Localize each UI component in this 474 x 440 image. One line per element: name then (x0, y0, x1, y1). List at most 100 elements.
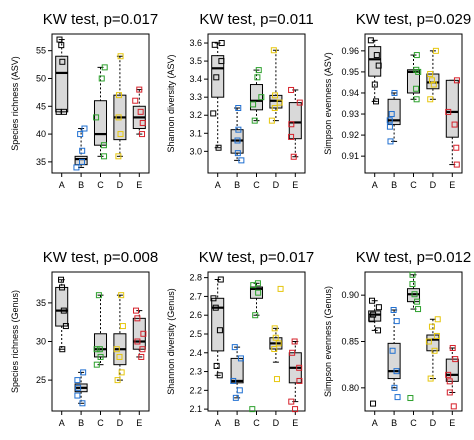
data-point (80, 369, 87, 376)
data-point (249, 406, 256, 413)
data-point (116, 353, 123, 360)
data-point (453, 144, 460, 151)
y-tick-label: 3.3 (189, 92, 202, 102)
box-B (387, 92, 401, 142)
data-point (218, 40, 225, 47)
data-point (375, 304, 382, 311)
data-point (296, 364, 303, 371)
data-point (413, 85, 420, 92)
box-E (288, 89, 302, 158)
data-point (449, 344, 456, 351)
data-point (387, 138, 394, 145)
data-point (96, 346, 103, 353)
data-point (445, 108, 452, 115)
data-point (427, 96, 434, 103)
x-tick-label: D (273, 180, 280, 190)
y-tick-label: 2.7 (189, 291, 202, 301)
box-iqr (387, 342, 401, 380)
data-point (238, 157, 245, 164)
y-tick-label: 2.6 (189, 310, 202, 320)
data-point (139, 131, 146, 138)
data-point (132, 97, 139, 104)
data-point (115, 153, 122, 160)
data-point (393, 368, 400, 375)
box-B (387, 309, 401, 389)
data-point (394, 394, 401, 401)
x-tick-label: D (273, 418, 280, 428)
x-tick-label: E (449, 418, 455, 428)
data-point (210, 295, 217, 302)
chart-title: KW test, p=0.017 (199, 249, 314, 266)
x-tick-label: D (117, 180, 124, 190)
y-axis-label: Simpson evenness (ASV) (323, 52, 333, 155)
box-iqr (211, 297, 225, 352)
data-point (237, 355, 244, 362)
data-point (93, 114, 100, 121)
data-point (74, 392, 81, 399)
data-point (432, 47, 439, 54)
x-tick-label: B (78, 418, 84, 428)
data-point (445, 371, 452, 378)
data-point (137, 108, 144, 115)
y-tick-label: 3.0 (189, 146, 202, 156)
data-point (211, 41, 218, 48)
box-B (230, 107, 244, 161)
data-point (212, 304, 219, 311)
data-point (79, 147, 86, 154)
x-tick-label: C (253, 180, 260, 190)
y-tick-label: 2.8 (189, 273, 202, 283)
x-tick-label: A (215, 180, 221, 190)
data-point (114, 377, 121, 384)
data-point (407, 395, 414, 402)
data-point (375, 327, 382, 334)
y-axis-label: Shannon diversity (ASV) (166, 54, 176, 152)
data-point (75, 384, 82, 391)
data-point (98, 75, 105, 82)
x-tick-label: E (449, 180, 455, 190)
data-point (140, 330, 147, 337)
data-point (139, 119, 146, 126)
data-point (133, 307, 140, 314)
data-point (367, 37, 374, 44)
y-tick-label: 35 (36, 157, 46, 167)
data-point (288, 133, 295, 140)
data-point (425, 338, 432, 345)
data-point (446, 378, 453, 385)
box-iqr (368, 46, 382, 77)
data-point (252, 312, 259, 319)
data-point (291, 338, 298, 345)
chart-panel-5: KW test, p=0.017 Shannon diversity (Genus… (166, 249, 314, 428)
data-point (62, 323, 69, 330)
x-tick-label: B (234, 180, 240, 190)
data-point (430, 81, 437, 88)
data-point (277, 285, 284, 292)
data-point (386, 117, 393, 124)
data-point (254, 74, 261, 81)
y-tick-label: 2.3 (189, 367, 202, 377)
x-tick-label: B (391, 418, 397, 428)
data-point (218, 58, 225, 65)
data-point (97, 353, 104, 360)
x-tick-label: C (253, 418, 260, 428)
chart-panel-3: KW test, p=0.029 Simpson evenness (ASV) 0.… (323, 11, 471, 190)
chart-panel-2: KW test, p=0.011 Shannon diversity (ASV) 3… (166, 11, 314, 190)
x-tick-label: D (430, 418, 437, 428)
x-tick-label: B (78, 180, 84, 190)
data-point (276, 99, 283, 106)
x-tick-label: C (410, 418, 417, 428)
y-tick-label: 25 (36, 375, 46, 385)
data-point (270, 47, 277, 54)
data-point (428, 77, 435, 84)
box-iqr (230, 357, 244, 384)
box-iqr (249, 286, 264, 299)
y-tick-label: 3.4 (189, 74, 202, 84)
data-point (409, 281, 416, 288)
data-point (93, 346, 100, 353)
data-point (273, 376, 280, 383)
data-point (58, 276, 65, 283)
data-point (101, 64, 108, 71)
data-point (251, 117, 258, 124)
y-tick-label: 3.6 (189, 38, 202, 48)
x-tick-label: A (372, 418, 378, 428)
data-point (118, 369, 125, 376)
